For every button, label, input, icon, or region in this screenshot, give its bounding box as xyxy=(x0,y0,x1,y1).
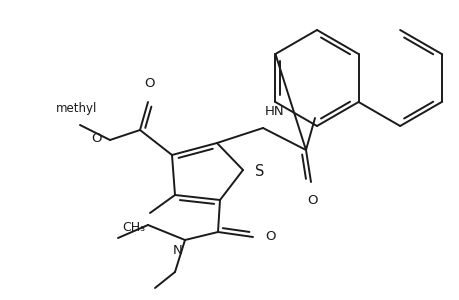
Text: O: O xyxy=(145,77,155,90)
Text: N: N xyxy=(173,244,183,257)
Text: CH₃: CH₃ xyxy=(122,221,145,234)
Text: O: O xyxy=(264,230,275,244)
Text: O: O xyxy=(307,194,318,207)
Text: O: O xyxy=(91,131,102,145)
Text: methyl: methyl xyxy=(56,102,97,115)
Text: S: S xyxy=(254,164,264,178)
Text: HN: HN xyxy=(264,105,284,118)
